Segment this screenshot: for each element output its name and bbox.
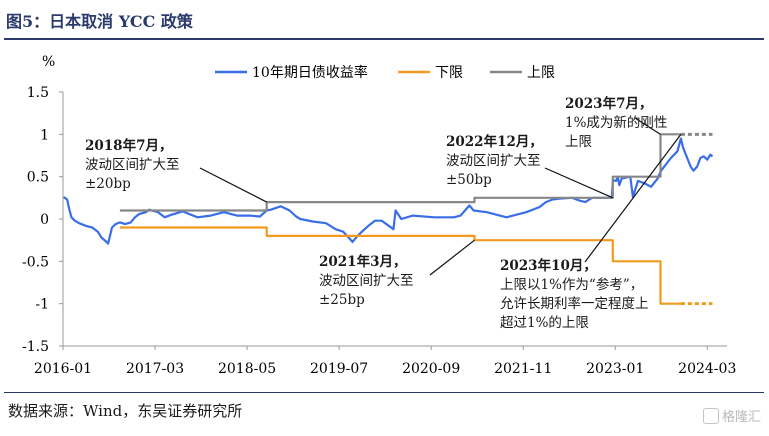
- watermark-logo-icon: [702, 408, 719, 424]
- legend-label: 下限: [435, 65, 463, 81]
- y-tick-label: 1: [40, 127, 49, 143]
- watermark: 格隆汇: [702, 406, 761, 425]
- annotation-leader: [634, 117, 661, 135]
- annotation-leader: [584, 133, 682, 263]
- y-tick-label: -1: [35, 297, 49, 313]
- annotation-leader: [199, 167, 267, 203]
- x-tick-label: 2020-09: [402, 361, 460, 377]
- y-axis-unit: %: [42, 54, 55, 70]
- annotation-text: 2023年10月，: [500, 257, 597, 274]
- annotation-text: 2018年7月，: [85, 137, 172, 154]
- y-tick-label: 0: [40, 212, 49, 228]
- x-tick-label: 2023-01: [586, 361, 644, 377]
- annotation-text: ±20bp: [85, 176, 131, 192]
- lower-band-line: [119, 226, 681, 305]
- annotation-text: 超过1%的上限: [500, 315, 589, 331]
- x-tick-label: 2024-03: [678, 361, 736, 377]
- annotation-text: 2023年7月，: [565, 95, 652, 112]
- annotation-leader: [544, 167, 614, 199]
- annotation-text: 波动区间扩大至: [446, 153, 541, 169]
- x-tick-label: 2017-03: [126, 361, 184, 377]
- legend-label: 上限: [527, 65, 555, 81]
- title-rule: [4, 38, 764, 40]
- y-tick-label: 1.5: [27, 85, 49, 101]
- annotation-text: 波动区间扩大至: [319, 273, 414, 289]
- annotation-text: ±50bp: [446, 172, 492, 188]
- annotation-text: 1%成为新的刚性: [565, 115, 667, 131]
- x-tick-label: 2018-05: [218, 361, 276, 377]
- y-tick-label: 0.5: [27, 170, 49, 186]
- figure-source: 数据来源：Wind，东吴证券研究所: [8, 402, 243, 420]
- annotation-text: 2022年12月，: [446, 133, 543, 150]
- y-tick-label: -1.5: [22, 339, 49, 355]
- annotation-leader: [429, 239, 475, 276]
- x-tick-label: 2016-01: [34, 361, 92, 377]
- watermark-text: 格隆汇: [721, 410, 761, 425]
- yield-chart: % 1.5 1 0.5 0 -0.5 -1 -1.5 2016-01 2017-03 2018-05…: [22, 54, 736, 377]
- figure-title: 图5：日本取消 YCC 政策: [6, 12, 193, 31]
- annotation-text: 允许长期利率一定程度上: [500, 295, 649, 312]
- annotation-text: ±25bp: [319, 292, 365, 308]
- yield-line: [62, 137, 714, 245]
- y-tick-label: -0.5: [22, 254, 49, 270]
- figure-header: 图5：日本取消 YCC 政策: [0, 0, 769, 40]
- source-rule: [4, 392, 764, 393]
- annotation-text: 上限: [565, 134, 593, 150]
- annotation-text: 上限以1%作为“参考”，: [500, 276, 643, 293]
- annotation-text: 波动区间扩大至: [85, 157, 180, 173]
- upper-band-line: [119, 133, 681, 212]
- annotation-text: 2021年3月，: [319, 253, 406, 270]
- legend-label: 10年期日债收益率: [252, 64, 368, 81]
- x-tick-label: 2019-07: [310, 361, 368, 377]
- x-tick-label: 2021-11: [494, 361, 552, 377]
